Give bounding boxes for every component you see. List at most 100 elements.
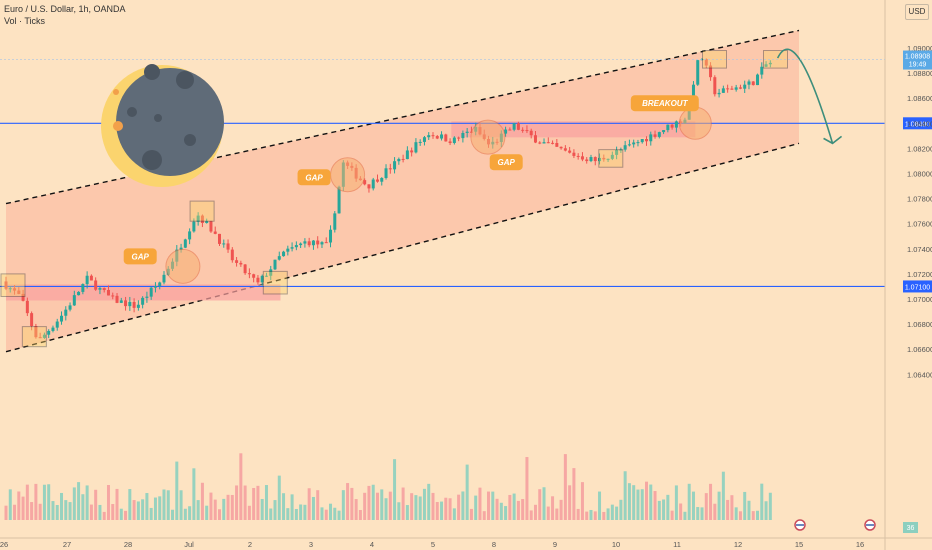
- volume-bar[interactable]: [30, 502, 34, 520]
- volume-bar[interactable]: [414, 495, 418, 520]
- volume-bar[interactable]: [17, 491, 21, 520]
- candle-body[interactable]: [713, 77, 717, 95]
- volume-bar[interactable]: [405, 505, 409, 520]
- candle-body[interactable]: [756, 74, 760, 86]
- volume-bar[interactable]: [200, 482, 204, 520]
- volume-bar[interactable]: [277, 475, 281, 520]
- candle-body[interactable]: [636, 142, 640, 144]
- volume-bar[interactable]: [709, 483, 713, 520]
- volume-bar[interactable]: [247, 505, 251, 520]
- volume-bar[interactable]: [418, 496, 422, 520]
- candle-body[interactable]: [324, 242, 328, 244]
- candle-body[interactable]: [21, 293, 25, 301]
- volume-bar[interactable]: [649, 484, 653, 520]
- candle-body[interactable]: [30, 313, 34, 327]
- candle-body[interactable]: [81, 284, 85, 292]
- volume-bar[interactable]: [598, 491, 602, 520]
- candle-body[interactable]: [559, 146, 563, 149]
- currency-button[interactable]: USD: [905, 4, 929, 20]
- candle-body[interactable]: [555, 143, 559, 147]
- candle-body[interactable]: [405, 150, 409, 160]
- volume-bar[interactable]: [166, 490, 170, 520]
- volume-bar[interactable]: [205, 505, 209, 520]
- candle-body[interactable]: [307, 241, 311, 246]
- volume-bar[interactable]: [440, 501, 444, 520]
- volume-bar[interactable]: [674, 485, 678, 520]
- volume-bar[interactable]: [188, 506, 192, 520]
- candle-body[interactable]: [435, 136, 439, 139]
- candle-body[interactable]: [674, 121, 678, 128]
- candle-body[interactable]: [158, 282, 162, 287]
- volume-bar[interactable]: [102, 511, 106, 520]
- volume-bar[interactable]: [47, 484, 51, 520]
- volume-bar[interactable]: [286, 508, 290, 520]
- candle-body[interactable]: [128, 301, 132, 307]
- candle-body[interactable]: [337, 186, 341, 214]
- callout-badge[interactable]: [489, 154, 523, 171]
- volume-bar[interactable]: [282, 493, 286, 520]
- candle-body[interactable]: [222, 243, 226, 245]
- candle-body[interactable]: [329, 229, 333, 243]
- candle-body[interactable]: [60, 315, 64, 322]
- volume-bar[interactable]: [478, 487, 482, 520]
- candle-body[interactable]: [726, 88, 730, 90]
- volume-bar[interactable]: [256, 485, 260, 520]
- volume-bar[interactable]: [435, 501, 439, 520]
- volume-bar[interactable]: [427, 483, 431, 520]
- candle-body[interactable]: [205, 221, 209, 223]
- candle-body[interactable]: [627, 144, 631, 146]
- volume-bar[interactable]: [525, 457, 529, 520]
- candle-body[interactable]: [422, 137, 426, 142]
- volume-bar[interactable]: [580, 482, 584, 520]
- volume-bar[interactable]: [431, 492, 435, 520]
- candle-body[interactable]: [235, 260, 239, 263]
- candle-body[interactable]: [704, 59, 708, 66]
- candle-body[interactable]: [213, 231, 217, 234]
- candle-body[interactable]: [85, 275, 89, 285]
- volume-bar[interactable]: [474, 495, 478, 520]
- volume-bar[interactable]: [320, 507, 324, 520]
- candle-body[interactable]: [542, 142, 546, 144]
- candle-body[interactable]: [388, 168, 392, 170]
- volume-bar[interactable]: [726, 499, 730, 520]
- candle-body[interactable]: [427, 135, 431, 138]
- candle-body[interactable]: [247, 273, 251, 275]
- volume-bar[interactable]: [756, 510, 760, 520]
- candle-body[interactable]: [51, 327, 55, 331]
- volume-bar[interactable]: [51, 501, 55, 520]
- volume-bar[interactable]: [25, 484, 29, 520]
- volume-bar[interactable]: [119, 508, 123, 520]
- volume-indicator-label[interactable]: Vol · Ticks: [4, 16, 46, 26]
- volume-bar[interactable]: [585, 511, 589, 520]
- candle-body[interactable]: [363, 180, 367, 185]
- candle-body[interactable]: [299, 243, 303, 246]
- candle-body[interactable]: [316, 240, 320, 245]
- volume-bar[interactable]: [448, 498, 452, 520]
- volume-bar[interactable]: [768, 492, 772, 520]
- volume-bar[interactable]: [670, 510, 674, 520]
- volume-bar[interactable]: [264, 485, 268, 520]
- volume-bar[interactable]: [619, 499, 623, 520]
- candle-body[interactable]: [269, 269, 273, 276]
- volume-bar[interactable]: [85, 485, 89, 520]
- volume-bar[interactable]: [457, 494, 461, 520]
- volume-bar[interactable]: [226, 494, 230, 520]
- volume-bar[interactable]: [235, 485, 239, 520]
- candle-body[interactable]: [593, 157, 597, 162]
- volume-bar[interactable]: [128, 489, 132, 520]
- channel-lower-line[interactable]: [5, 142, 800, 353]
- volume-bar[interactable]: [623, 471, 627, 520]
- volume-bar[interactable]: [294, 508, 298, 520]
- candle-body[interactable]: [576, 155, 580, 157]
- candle-body[interactable]: [418, 141, 422, 143]
- volume-bar[interactable]: [350, 487, 354, 520]
- volume-bar[interactable]: [422, 488, 426, 520]
- volume-bar[interactable]: [13, 504, 17, 520]
- volume-bar[interactable]: [21, 496, 25, 520]
- support-resistance-zone[interactable]: [451, 121, 696, 138]
- projection-arrow[interactable]: [776, 48, 834, 144]
- volume-bar[interactable]: [375, 492, 379, 520]
- volume-bar[interactable]: [388, 491, 392, 520]
- volume-bar[interactable]: [542, 487, 546, 520]
- candle-body[interactable]: [721, 88, 725, 93]
